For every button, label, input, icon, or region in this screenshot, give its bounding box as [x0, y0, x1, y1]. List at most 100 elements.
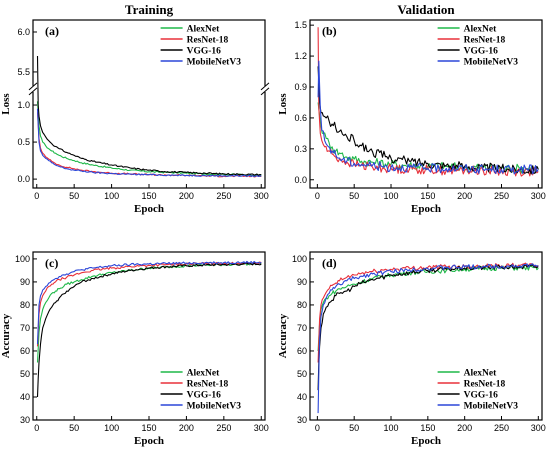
y-tick-label: 1.2 — [294, 51, 307, 61]
series-line-alexnet — [317, 265, 539, 352]
x-tick-label: 0 — [34, 191, 39, 201]
legend-entry: AlexNet — [464, 25, 498, 35]
y-tick-label: 0.3 — [294, 144, 307, 154]
series-group — [317, 262, 539, 414]
x-tick-label: 0 — [315, 423, 320, 433]
series-line-mobilenetv3 — [317, 263, 539, 414]
y-tick-label: 0.0 — [17, 174, 30, 184]
panel-c: 0 50 100 150 200 250 300 30 40 50 60 70 80 90 100 Epoch… — [0, 251, 269, 447]
series-line-vgg-16 — [317, 66, 539, 175]
series-line-resnet-18 — [317, 27, 539, 177]
x-tick-label: 0 — [34, 423, 39, 433]
x-tick-label: 150 — [420, 191, 435, 201]
legend-entry: MobileNetV3 — [464, 58, 519, 68]
y-axis-label: Accuracy — [0, 313, 12, 358]
series-line-mobilenetv3 — [317, 60, 539, 175]
y-tick-label: 40 — [20, 392, 30, 402]
panel-label: (a) — [45, 24, 59, 38]
y-tick-label: 50 — [20, 369, 30, 379]
series-line-alexnet — [36, 101, 262, 177]
x-tick-label: 300 — [254, 423, 269, 433]
panel-title: Training — [125, 2, 174, 17]
legend-entry: MobileNetV3 — [464, 402, 519, 412]
y-tick-label: 70 — [20, 323, 30, 333]
x-axis-label: Epoch — [134, 435, 164, 447]
legend-entry: VGG-16 — [464, 391, 499, 401]
series-group — [36, 55, 262, 178]
x-tick-label: 250 — [216, 423, 231, 433]
y-tick-label: 1.0 — [17, 100, 30, 110]
axis-break-mark — [28, 87, 38, 96]
y-tick-label: 60 — [297, 346, 307, 356]
y-axis-label: Accuracy — [277, 313, 289, 358]
y-tick-label: 30 — [20, 415, 30, 425]
x-axis-label: Epoch — [411, 435, 441, 447]
x-tick-label: 100 — [384, 423, 399, 433]
y-tick-label: 40 — [297, 392, 307, 402]
series-line-vgg-16 — [36, 55, 262, 176]
x-tick-label: 0 — [315, 191, 320, 201]
x-tick-label: 300 — [531, 423, 546, 433]
x-tick-label: 150 — [141, 191, 156, 201]
x-tick-label: 200 — [457, 423, 472, 433]
y-tick-label: 0.9 — [294, 82, 307, 92]
y-tick-label: 0.6 — [294, 113, 307, 123]
legend-entry: AlexNet — [187, 25, 221, 35]
panel-label: (d) — [322, 256, 337, 270]
panel-b: 0 50 100 150 200 250 300 0.0 0.3 0.6 0.9 1.2 1.5 Epoc… — [277, 2, 546, 215]
y-tick-label: 50 — [297, 369, 307, 379]
y-tick-label: 70 — [297, 323, 307, 333]
series-line-mobilenetv3 — [36, 260, 262, 345]
legend-entry: VGG-16 — [187, 391, 222, 401]
y-axis-label: Loss — [277, 93, 289, 115]
series-group — [317, 27, 539, 177]
x-tick-label: 200 — [179, 423, 194, 433]
series-line-alexnet — [36, 262, 262, 363]
series-line-vgg-16 — [36, 262, 262, 398]
panel-label: (b) — [322, 24, 337, 38]
legend-entry: MobileNetV3 — [187, 402, 242, 412]
y-tick-label: 90 — [20, 277, 30, 287]
series-line-resnet-18 — [36, 112, 262, 178]
y-tick-label: 60 — [20, 346, 30, 356]
legend-entry: AlexNet — [464, 369, 498, 379]
x-tick-label: 50 — [349, 423, 359, 433]
plot-frame — [32, 251, 266, 421]
x-tick-label: 150 — [141, 423, 156, 433]
y-tick-label: 30 — [297, 415, 307, 425]
x-tick-label: 200 — [179, 191, 194, 201]
y-tick-label: 0.5 — [17, 137, 30, 147]
x-axis-label: Epoch — [411, 203, 441, 215]
x-tick-label: 300 — [254, 191, 269, 201]
x-tick-label: 100 — [384, 191, 399, 201]
x-tick-label: 50 — [69, 191, 79, 201]
y-tick-label: 1.5 — [294, 20, 307, 30]
series-group — [36, 260, 262, 398]
y-tick-label: 80 — [297, 300, 307, 310]
legend-entry: MobileNetV3 — [187, 58, 242, 68]
y-tick-label: 100 — [292, 254, 307, 264]
x-tick-label: 250 — [494, 191, 509, 201]
series-line-vgg-16 — [317, 264, 539, 391]
y-tick-label: 5.5 — [17, 67, 30, 77]
series-line-resnet-18 — [317, 262, 539, 363]
x-tick-label: 50 — [69, 423, 79, 433]
x-tick-label: 100 — [104, 191, 119, 201]
panel-d: 0 50 100 150 200 250 300 30 40 50 60 70 80 90 100 Epoch… — [277, 251, 546, 447]
x-tick-label: 50 — [349, 191, 359, 201]
legend-entry: AlexNet — [187, 369, 221, 379]
series-line-resnet-18 — [36, 261, 262, 347]
y-axis-label: Loss — [0, 93, 12, 115]
legend-entry: ResNet-18 — [464, 380, 506, 390]
panel-title: Validation — [397, 2, 455, 17]
plot-frame — [309, 251, 543, 421]
plot-frame — [309, 19, 543, 189]
x-tick-label: 200 — [457, 191, 472, 201]
legend-entry: VGG-16 — [187, 47, 222, 57]
y-tick-label: 80 — [20, 300, 30, 310]
